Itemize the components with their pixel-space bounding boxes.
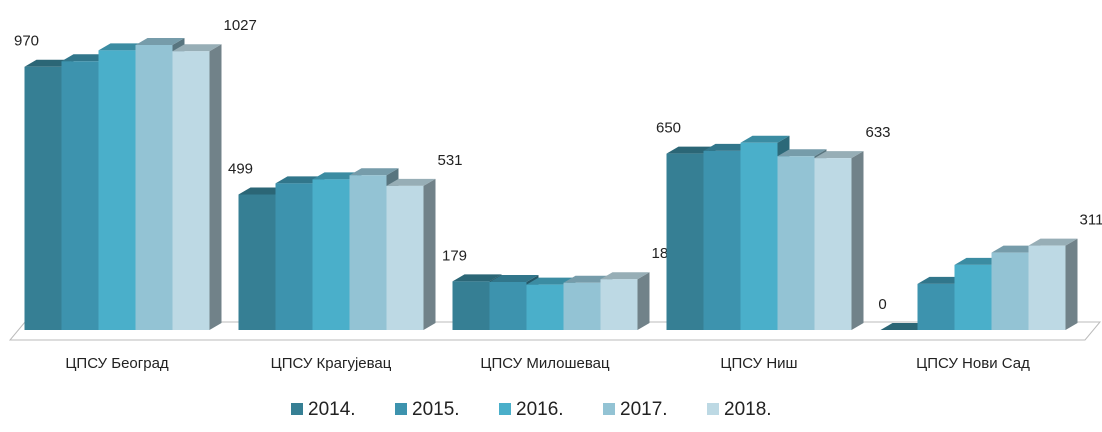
bar-face (666, 146, 716, 154)
bar-face (61, 61, 99, 331)
data-label: 531 (438, 152, 463, 169)
bar (386, 178, 436, 330)
bar-face (24, 59, 74, 67)
legend-label: 2018. (724, 399, 772, 420)
bar-face (452, 281, 490, 330)
bar-face (703, 143, 753, 151)
bar-face (526, 284, 564, 330)
bar (1028, 238, 1078, 330)
x-tick-label: ЦПСУ Нови Сад (916, 355, 1030, 372)
legend-label: 2014. (308, 399, 356, 420)
legend-swatch (499, 403, 511, 415)
x-tick-label: ЦПСУ Милошевац (480, 355, 610, 372)
bar-face (489, 281, 527, 330)
bar-face (917, 276, 967, 284)
bar-face (666, 153, 704, 330)
data-label: 633 (866, 124, 891, 141)
data-label: 650 (656, 120, 681, 137)
bar-face (489, 274, 539, 282)
bar-face (312, 179, 350, 330)
bar-face (61, 54, 111, 62)
bar (880, 323, 930, 330)
bar-face (1065, 238, 1078, 330)
bar-face (600, 279, 638, 330)
bar-face (423, 178, 436, 330)
data-label: 311 (1080, 212, 1102, 229)
legend-swatch (707, 403, 719, 415)
data-label: 1027 (224, 17, 257, 34)
bar-face (98, 43, 148, 51)
bar-face (275, 183, 313, 330)
bar-face (526, 277, 576, 285)
data-label: 970 (14, 33, 39, 50)
bar-face (880, 323, 930, 330)
bar-face (386, 185, 424, 330)
bar-face (991, 245, 1041, 253)
bar-face (349, 175, 387, 330)
bar-face (814, 158, 852, 330)
bar-face (238, 187, 288, 195)
bar-face (275, 176, 325, 184)
bar (172, 44, 222, 330)
data-label: 0 (878, 296, 886, 313)
bar-face (703, 150, 741, 330)
bar-face (563, 275, 613, 283)
bar-face (135, 45, 173, 330)
legend-label: 2016. (516, 399, 564, 420)
bar-face (386, 178, 436, 186)
bar (600, 272, 650, 330)
bar-face (851, 151, 864, 330)
bar-face (135, 38, 185, 45)
bar-face (777, 156, 815, 330)
bar-face (954, 257, 1004, 265)
bar-face (209, 44, 222, 330)
bar-face (991, 252, 1029, 330)
bar-face (777, 149, 827, 157)
x-tick-label: ЦПСУ Београд (65, 355, 169, 372)
bar-face (637, 272, 650, 330)
bar-face (814, 151, 864, 159)
bar-face (1028, 238, 1078, 246)
bar-face (312, 172, 362, 180)
bar-face (954, 264, 992, 330)
bar-face (563, 282, 601, 330)
bar (814, 151, 864, 330)
legend-swatch (395, 403, 407, 415)
x-tick-label: ЦПСУ Ниш (720, 355, 797, 372)
legend-swatch (291, 403, 303, 415)
bar-face (24, 66, 62, 330)
bar-face (172, 51, 210, 330)
bar-face (740, 142, 778, 330)
bar-face (98, 50, 136, 331)
bar-face (172, 44, 222, 52)
bar-face (1028, 245, 1066, 330)
data-label: 179 (442, 247, 467, 264)
bar-face (600, 272, 650, 280)
bar-face (452, 274, 502, 282)
legend-swatch (603, 403, 615, 415)
bar-face (238, 194, 276, 330)
legend-label: 2017. (620, 399, 668, 420)
x-tick-label: ЦПСУ Крагујевац (271, 355, 392, 372)
bar-face (917, 283, 955, 330)
data-label: 499 (228, 161, 253, 178)
legend-label: 2015. (412, 399, 460, 420)
bar-face (349, 168, 399, 176)
bar-face (740, 135, 790, 143)
